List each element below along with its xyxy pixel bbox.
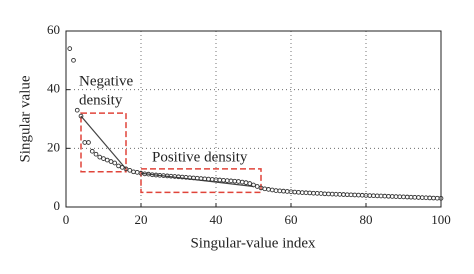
- x-axis-label: Singular-value index: [190, 235, 316, 251]
- point: [104, 157, 110, 163]
- point: [273, 188, 279, 193]
- point: [221, 177, 226, 183]
- point: [311, 190, 316, 196]
- point: [78, 113, 84, 119]
- point: [352, 192, 358, 198]
- point: [108, 159, 114, 164]
- fit-line: [80, 115, 127, 170]
- point: [93, 151, 99, 157]
- point: [371, 193, 376, 199]
- point: [423, 195, 429, 201]
- point: [382, 193, 388, 199]
- point: [86, 140, 91, 145]
- point: [378, 193, 384, 199]
- point: [228, 178, 234, 184]
- region-label: density: [79, 92, 123, 108]
- point: [254, 184, 260, 189]
- point: [239, 179, 245, 185]
- point: [303, 190, 309, 196]
- y-axis-label: Singular value: [17, 75, 33, 162]
- plot-frame: [65, 30, 442, 208]
- point: [292, 189, 298, 195]
- point: [367, 193, 373, 198]
- point: [97, 154, 103, 160]
- point: [217, 177, 223, 183]
- point: [67, 46, 73, 51]
- x-tick-label: 100: [431, 212, 451, 227]
- point: [404, 194, 410, 200]
- point: [401, 194, 406, 200]
- point: [337, 192, 343, 197]
- y-tick-label: 60: [47, 22, 60, 37]
- point: [209, 177, 215, 182]
- point: [344, 192, 350, 198]
- x-tick-label: 40: [210, 212, 223, 227]
- point: [251, 182, 256, 188]
- point: [438, 195, 444, 201]
- point: [419, 195, 425, 200]
- point: [82, 140, 88, 145]
- point: [348, 192, 354, 198]
- point: [341, 192, 346, 197]
- point: [224, 178, 230, 183]
- point: [359, 192, 365, 198]
- point: [408, 194, 414, 200]
- point: [412, 194, 418, 200]
- point: [236, 179, 241, 184]
- point: [333, 191, 339, 197]
- point: [296, 189, 301, 195]
- point: [356, 192, 361, 198]
- point: [206, 176, 211, 182]
- region-label: Positive density: [152, 149, 248, 165]
- point: [299, 190, 305, 195]
- x-tick-label: 80: [360, 212, 373, 227]
- point: [318, 191, 324, 196]
- point: [89, 148, 95, 154]
- point: [416, 195, 421, 200]
- point: [307, 190, 313, 196]
- point: [393, 194, 399, 199]
- point: [314, 191, 320, 196]
- point: [247, 181, 253, 186]
- point: [329, 191, 335, 197]
- point: [266, 187, 271, 192]
- point: [232, 178, 238, 184]
- point: [434, 195, 440, 201]
- point: [386, 193, 391, 199]
- point: [374, 193, 380, 199]
- x-tick-label: 60: [285, 212, 298, 227]
- y-tick-label: 40: [47, 81, 60, 96]
- point: [397, 194, 403, 200]
- region-box: [140, 168, 262, 194]
- region-box: [80, 112, 127, 173]
- point: [131, 169, 136, 175]
- y-tick-label: 20: [47, 139, 60, 154]
- region-label: Negative: [79, 73, 133, 89]
- point: [322, 191, 328, 197]
- point: [269, 187, 275, 193]
- point: [262, 186, 268, 192]
- point: [243, 180, 249, 186]
- point: [71, 57, 76, 63]
- point: [74, 107, 80, 113]
- point: [134, 170, 140, 175]
- point: [277, 188, 283, 194]
- y-tick-label: 0: [54, 198, 61, 213]
- x-tick-label: 20: [135, 212, 148, 227]
- point: [123, 166, 129, 172]
- point: [427, 195, 433, 201]
- point: [112, 160, 118, 166]
- point: [389, 194, 395, 199]
- point: [281, 188, 286, 194]
- point: [431, 195, 436, 201]
- point: [127, 167, 133, 173]
- point: [101, 156, 106, 161]
- point: [284, 189, 290, 194]
- point: [326, 191, 331, 197]
- x-tick-label: 0: [63, 212, 70, 227]
- point: [119, 165, 125, 170]
- point: [116, 163, 121, 169]
